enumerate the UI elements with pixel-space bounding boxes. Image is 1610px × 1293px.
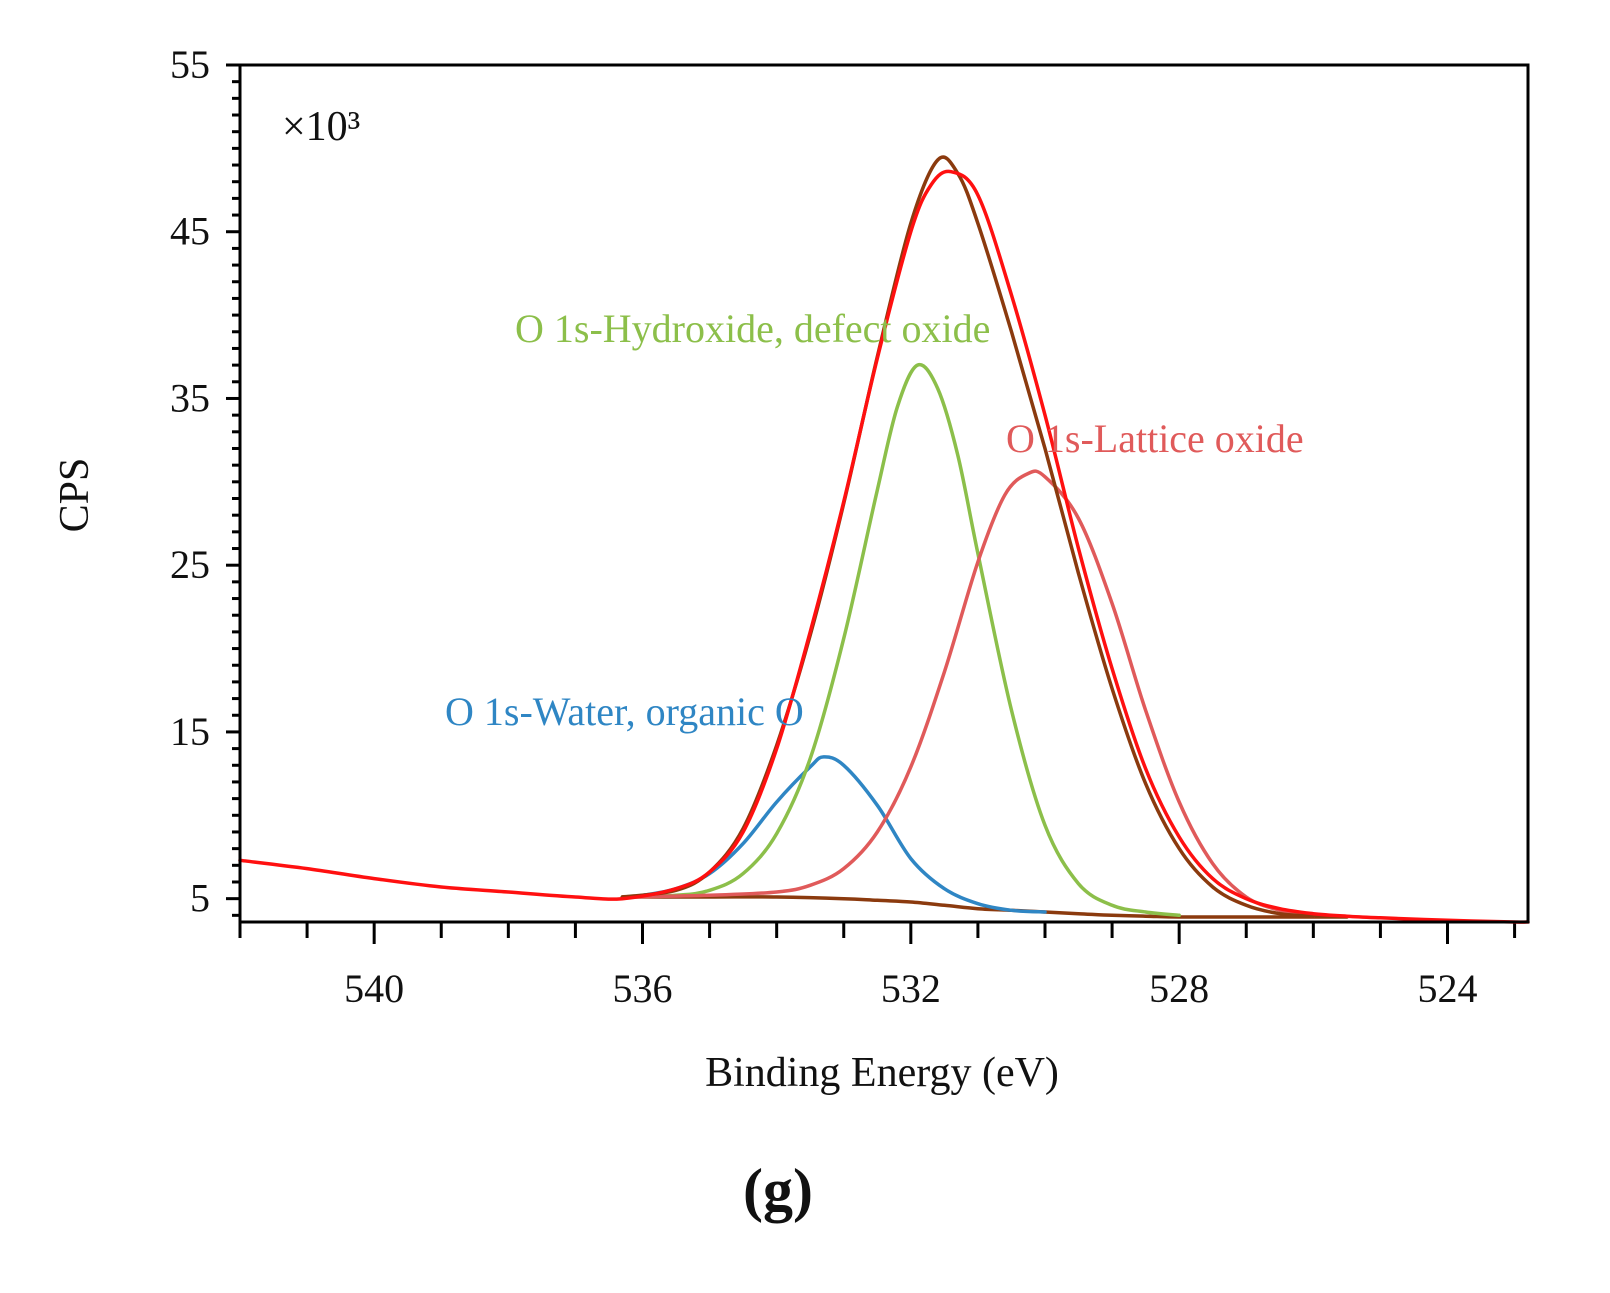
y-multiplier-label: ×10³ (282, 104, 360, 150)
series-line-raw-data (238, 169, 1530, 924)
series-line-o-1s-lattice-oxide (620, 469, 1316, 918)
series-line-envelope (620, 155, 1316, 918)
x-tick-label: 528 (1149, 966, 1209, 1011)
y-tick-label: 5 (190, 876, 210, 921)
annotation-hydroxide: O 1s-Hydroxide, defect oxide (515, 306, 990, 351)
y-tick-label: 25 (170, 542, 210, 587)
y-axis-title: CPS (52, 458, 98, 533)
y-tick-label: 15 (170, 709, 210, 754)
x-tick-label: 524 (1418, 966, 1478, 1011)
x-axis-title: Binding Energy (eV) (705, 1050, 1059, 1096)
x-tick-label: 532 (881, 966, 941, 1011)
y-tick-label: 35 (170, 375, 210, 420)
y-tick-label: 55 (170, 42, 210, 87)
x-tick-label: 536 (613, 966, 673, 1011)
panel-label: (g) (743, 1157, 813, 1223)
annotation-lattice-oxide: O 1s-Lattice oxide (1006, 416, 1304, 461)
ticks-layer: 5 15 25 35 45 55 540 536 532 528 524 (170, 42, 1517, 1011)
series-line-o-1s-hydroxide-defect-oxide (620, 362, 1181, 918)
y-tick-label: 45 (170, 209, 210, 254)
series-layer (238, 155, 1530, 924)
x-tick-label: 540 (344, 966, 404, 1011)
annotation-water: O 1s-Water, organic O (445, 689, 804, 734)
plot-frame (238, 63, 1530, 924)
